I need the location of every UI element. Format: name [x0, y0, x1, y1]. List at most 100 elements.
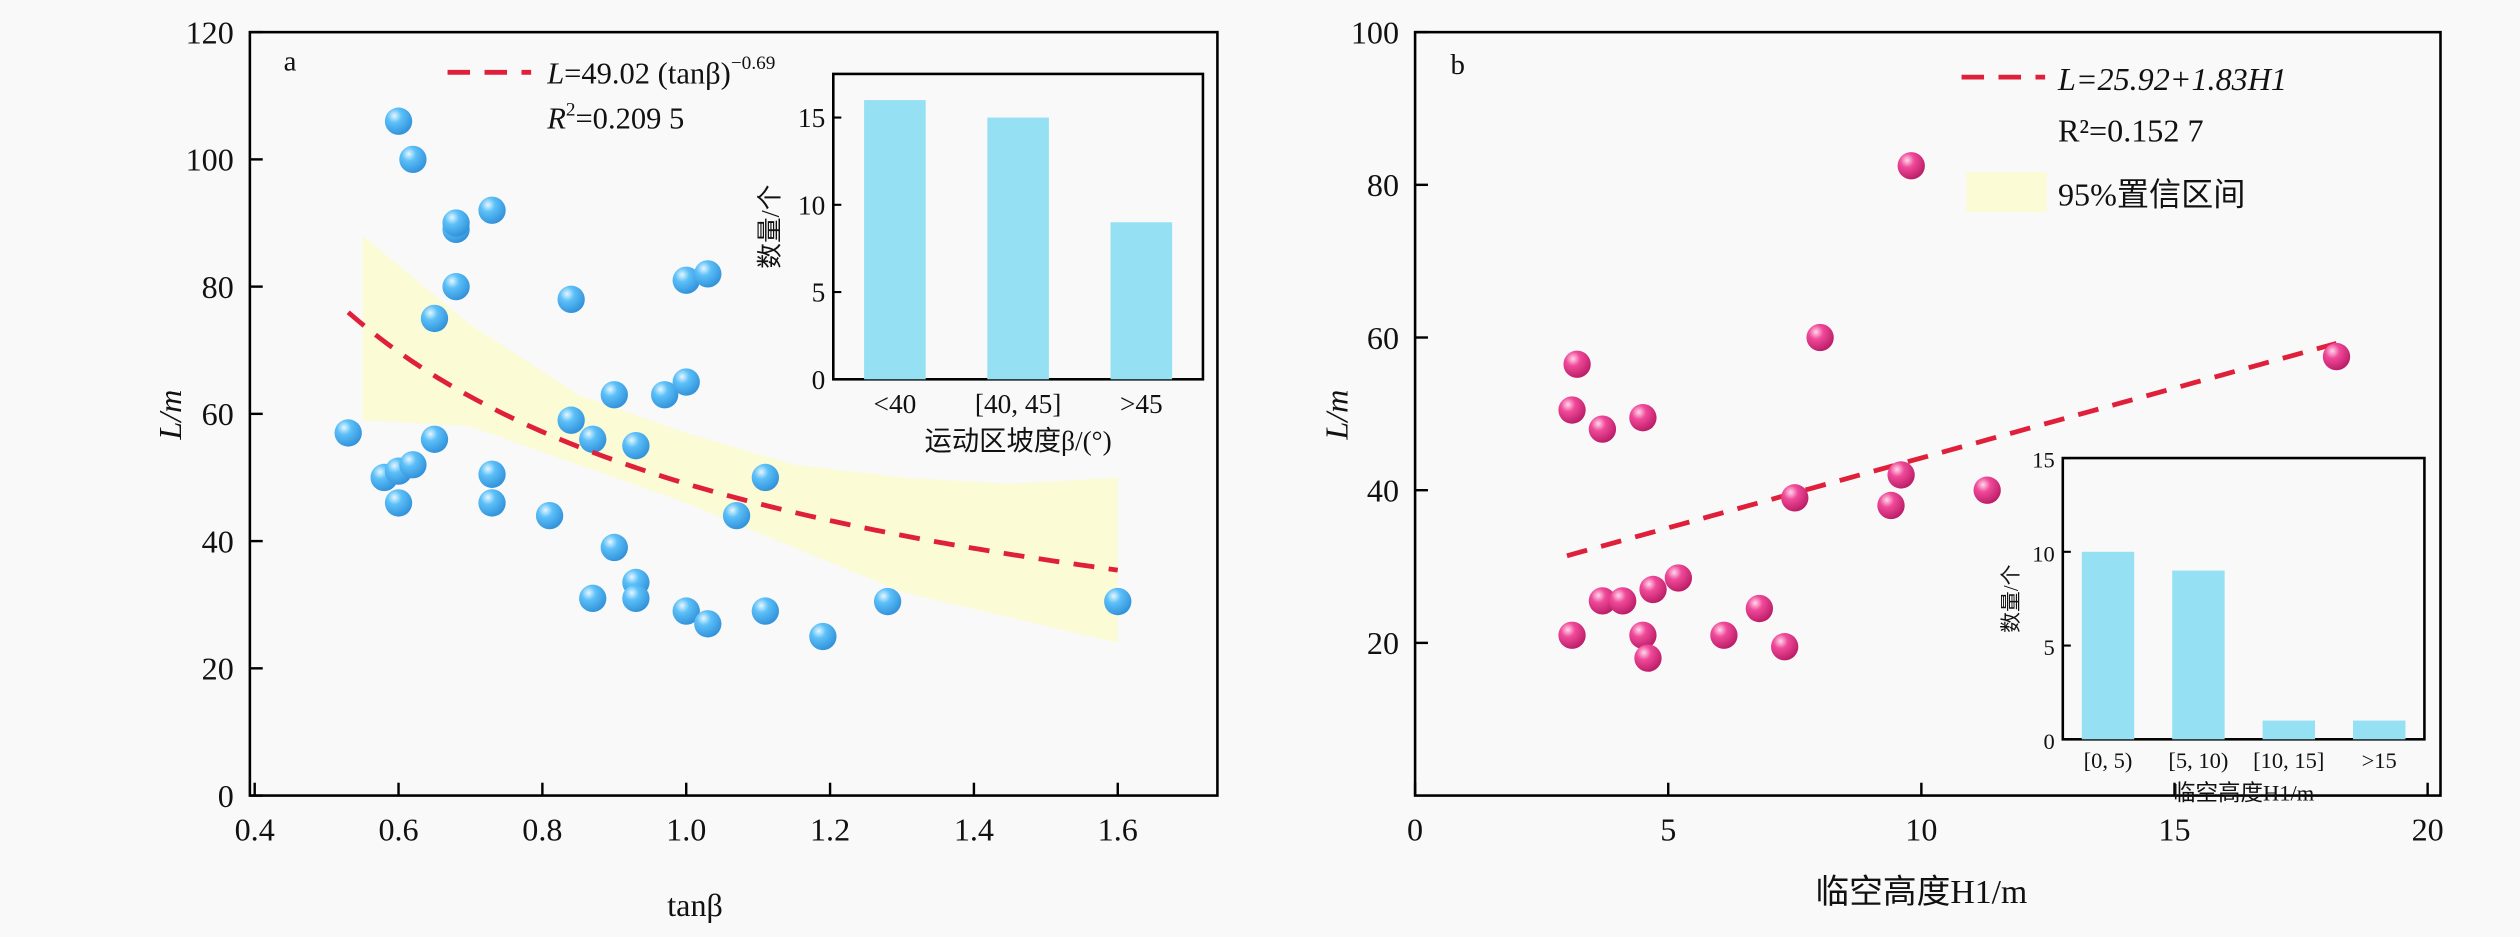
data-point: [873, 587, 902, 616]
x-tick-label: 0.4: [235, 812, 275, 848]
inset-bar: [2262, 720, 2316, 740]
y-tick-label: 100: [186, 142, 234, 178]
data-point: [478, 489, 506, 517]
inset-y-tick-label: 0: [812, 365, 826, 395]
legend-r2-b: R²=0.152 7: [2058, 112, 2204, 148]
data-point: [1781, 484, 1809, 512]
fit-curve: [346, 310, 1119, 573]
x-tick-label: 1.4: [954, 812, 994, 848]
data-point: [1710, 621, 1738, 649]
inset-x-tick-label: >15: [2362, 748, 2397, 773]
data-point: [334, 419, 362, 447]
x-axis-label-a: tanβ: [667, 887, 723, 923]
data-point: [399, 145, 427, 174]
x-tick-label: 1.6: [1098, 812, 1138, 848]
data-point: [672, 597, 700, 625]
data-point: [1973, 476, 2001, 504]
legend-a: L=49.02 (tanβ)−0.69 R2=0.209 5: [447, 53, 775, 136]
confidence-band: [362, 235, 1118, 643]
data-point: [694, 610, 722, 638]
confidence-band-a: [362, 235, 1118, 643]
data-point: [420, 304, 449, 333]
legend-fit-label-b: L=25.92+1.83H1: [2057, 61, 2287, 97]
x-tick-label: 1.2: [810, 812, 850, 848]
y-tick-label: 0: [218, 778, 234, 814]
data-point: [622, 584, 650, 613]
inset-bar-chart-b: [0, 5) [5, 10) [10, 15] >15 0 5 10 15 数量/个临空高度H1…: [1999, 448, 2426, 805]
data-point: [2322, 342, 2351, 371]
inset-y-tick-label: 15: [798, 103, 825, 133]
data-point: [384, 107, 413, 135]
inset-x-tick-label: [5, 10): [2168, 748, 2228, 773]
data-point: [1897, 152, 1925, 180]
y-tick-label: 40: [1367, 472, 1399, 508]
inset-bar: [2081, 551, 2135, 740]
data-point: [1563, 350, 1591, 378]
inset-y-tick-label: 10: [798, 190, 825, 220]
data-point: [672, 368, 700, 396]
data-point: [442, 272, 470, 301]
data-point: [722, 501, 751, 530]
x-axis-label-b: 临空高度H1/m: [1815, 873, 2027, 911]
scatter-points-a: [334, 107, 1132, 651]
data-point: [1639, 575, 1667, 604]
data-point: [1745, 594, 1774, 623]
x-tick-label: 5: [1660, 812, 1676, 848]
data-point: [399, 451, 427, 479]
data-point: [809, 622, 837, 651]
y-tick-label: 20: [202, 651, 234, 687]
x-tick-label: 15: [2158, 812, 2190, 848]
data-point: [557, 285, 585, 314]
y-axis-label-b: L/m: [1319, 390, 1355, 441]
data-point: [420, 425, 449, 453]
data-point: [1664, 564, 1693, 592]
data-point: [442, 209, 470, 237]
legend-r2-a: R2=0.209 5: [546, 100, 684, 136]
inset-x-tick-label: [10, 15]: [2253, 748, 2324, 773]
inset-y-tick-label: 5: [2044, 635, 2055, 660]
data-point: [478, 196, 506, 224]
x-tick-label: 0: [1407, 812, 1423, 848]
y-axis-label-a: L/m: [152, 390, 188, 441]
legend-fit-label-a: L=49.02 (tanβ)−0.69: [546, 53, 775, 90]
y-tick-label: 80: [202, 269, 234, 305]
fit-curve: [1566, 341, 2338, 559]
data-point: [1629, 404, 1657, 432]
data-point: [751, 463, 780, 492]
x-tick-label: 20: [2412, 812, 2444, 848]
data-point: [1887, 461, 1915, 489]
inset-x-tick-label: >45: [1120, 389, 1163, 419]
inset-bar: [2352, 720, 2406, 740]
y-tick-label: 120: [186, 14, 234, 50]
inset-x-tick-label: <40: [874, 389, 917, 419]
data-point: [751, 597, 780, 625]
data-point: [535, 501, 564, 530]
inset-y-tick-label: 5: [812, 278, 826, 308]
data-point: [1877, 491, 1905, 520]
data-point: [1634, 644, 1662, 672]
data-point: [1558, 396, 1586, 424]
inset-bar: [2172, 570, 2225, 740]
data-point: [1609, 587, 1637, 615]
inset-y-tick-label: 0: [2044, 729, 2055, 754]
fit-line-a: [346, 310, 1119, 573]
inset-bar: [864, 100, 926, 380]
x-tick-label: 0.6: [378, 812, 418, 848]
legend-band-label-b: 95%置信区间: [2058, 177, 2245, 213]
scatter-points-b: [1558, 152, 2351, 672]
panel-label-b: b: [1450, 49, 1464, 81]
data-point: [579, 584, 607, 613]
data-point: [1629, 621, 1657, 649]
inset-bar: [987, 117, 1049, 380]
legend-band-swatch-b: [1966, 171, 2047, 213]
panel-label-a: a: [284, 46, 297, 78]
y-tick-label: 60: [202, 396, 234, 432]
inset-x-tick-label: [0, 5): [2084, 748, 2133, 773]
